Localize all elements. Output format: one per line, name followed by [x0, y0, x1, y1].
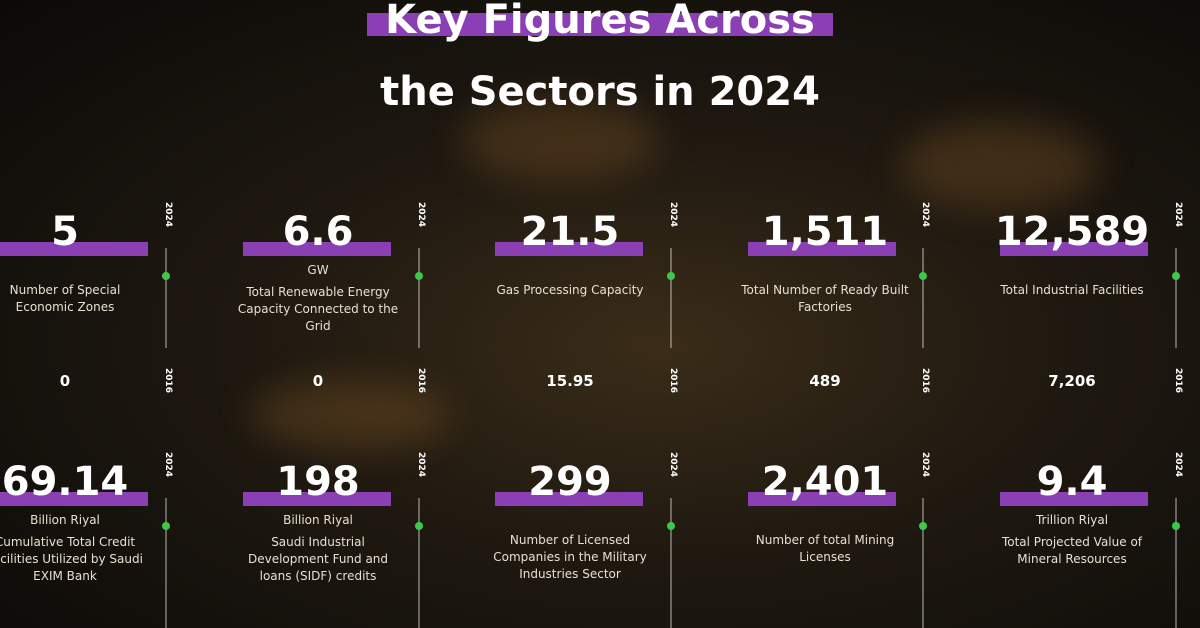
description: Number of Special Economic Zones — [9, 283, 121, 314]
baseline-value: 7,206 — [1048, 372, 1096, 390]
baseline-value: 489 — [809, 372, 841, 390]
value-highlight — [748, 242, 896, 256]
timeline-dot — [415, 272, 423, 280]
timeline — [165, 248, 167, 348]
year-label: 2016 — [920, 368, 930, 394]
value-highlight — [1000, 492, 1148, 506]
description: Saudi Industrial Development Fund and lo… — [247, 535, 389, 583]
timeline-dot — [667, 272, 675, 280]
value-highlight — [748, 492, 896, 506]
key-figure: 9.4 — [1036, 459, 1108, 505]
key-figure: 69.14 — [1, 459, 129, 505]
year-label: 2016 — [163, 368, 173, 394]
background-light — [460, 100, 660, 180]
timeline — [670, 498, 672, 628]
background-light — [900, 120, 1100, 210]
timeline-dot — [919, 272, 927, 280]
year-label: 2024 — [163, 202, 173, 228]
description: Total Projected Value of Mineral Resourc… — [1001, 535, 1143, 566]
value-highlight — [0, 242, 148, 256]
value-highlight — [0, 492, 148, 506]
key-figure: 2,401 — [761, 459, 889, 505]
key-figure: 12,589 — [994, 209, 1150, 255]
unit: GW — [307, 263, 329, 277]
key-figure: 6.6 — [282, 209, 354, 255]
key-figure: 1,511 — [761, 209, 889, 255]
year-label: 2016 — [668, 368, 678, 394]
year-label: 2024 — [1173, 452, 1183, 478]
timeline — [418, 498, 420, 628]
value-highlight — [495, 242, 643, 256]
timeline-dot — [415, 522, 423, 530]
unit: Trillion Riyal — [1035, 513, 1109, 527]
key-figure: 198 — [276, 459, 360, 505]
timeline — [418, 248, 420, 348]
year-label: 2024 — [920, 202, 930, 228]
timeline — [165, 498, 167, 628]
key-figure: 21.5 — [520, 209, 620, 255]
unit: Billion Riyal — [30, 513, 100, 527]
description: Gas Processing Capacity — [496, 283, 644, 297]
title: the Sectors in 2024 — [0, 68, 1200, 116]
value-highlight — [1000, 242, 1148, 256]
baseline-value: 0 — [59, 372, 71, 390]
title-line: the Sectors in 2024 — [380, 69, 820, 115]
year-label: 2024 — [1173, 202, 1183, 228]
timeline — [922, 498, 924, 628]
key-figure: 5 — [51, 209, 79, 255]
title: Key Figures Across — [0, 0, 1200, 44]
value-highlight — [243, 242, 391, 256]
description: Number of Licensed Companies in the Mili… — [493, 533, 647, 581]
year-label: 2024 — [416, 452, 426, 478]
background-light — [250, 380, 450, 450]
year-label: 2024 — [416, 202, 426, 228]
key-figure: 299 — [528, 459, 612, 505]
year-label: 2024 — [668, 452, 678, 478]
year-label: 2024 — [920, 452, 930, 478]
timeline-dot — [162, 272, 170, 280]
timeline — [1175, 498, 1177, 628]
timeline-dot — [667, 522, 675, 530]
description: Total Number of Ready Built Factories — [741, 283, 909, 314]
baseline-value: 0 — [312, 372, 324, 390]
year-label: 2016 — [1173, 368, 1183, 394]
timeline — [670, 248, 672, 348]
timeline-dot — [1172, 272, 1180, 280]
timeline — [922, 248, 924, 348]
year-label: 2024 — [163, 452, 173, 478]
description: Cumulative Total Credit Facilities Utili… — [0, 535, 143, 583]
baseline-value: 15.95 — [546, 372, 594, 390]
timeline-dot — [919, 522, 927, 530]
value-highlight — [495, 492, 643, 506]
year-label: 2016 — [416, 368, 426, 394]
year-label: 2024 — [668, 202, 678, 228]
description: Number of total Mining Licenses — [755, 533, 895, 564]
timeline-dot — [1172, 522, 1180, 530]
unit: Billion Riyal — [283, 513, 353, 527]
timeline-dot — [162, 522, 170, 530]
value-highlight — [243, 492, 391, 506]
timeline — [1175, 248, 1177, 348]
description: Total Industrial Facilities — [1000, 283, 1144, 297]
title-line: Key Figures Across — [367, 0, 833, 43]
description: Total Renewable Energy Capacity Connecte… — [237, 285, 399, 333]
